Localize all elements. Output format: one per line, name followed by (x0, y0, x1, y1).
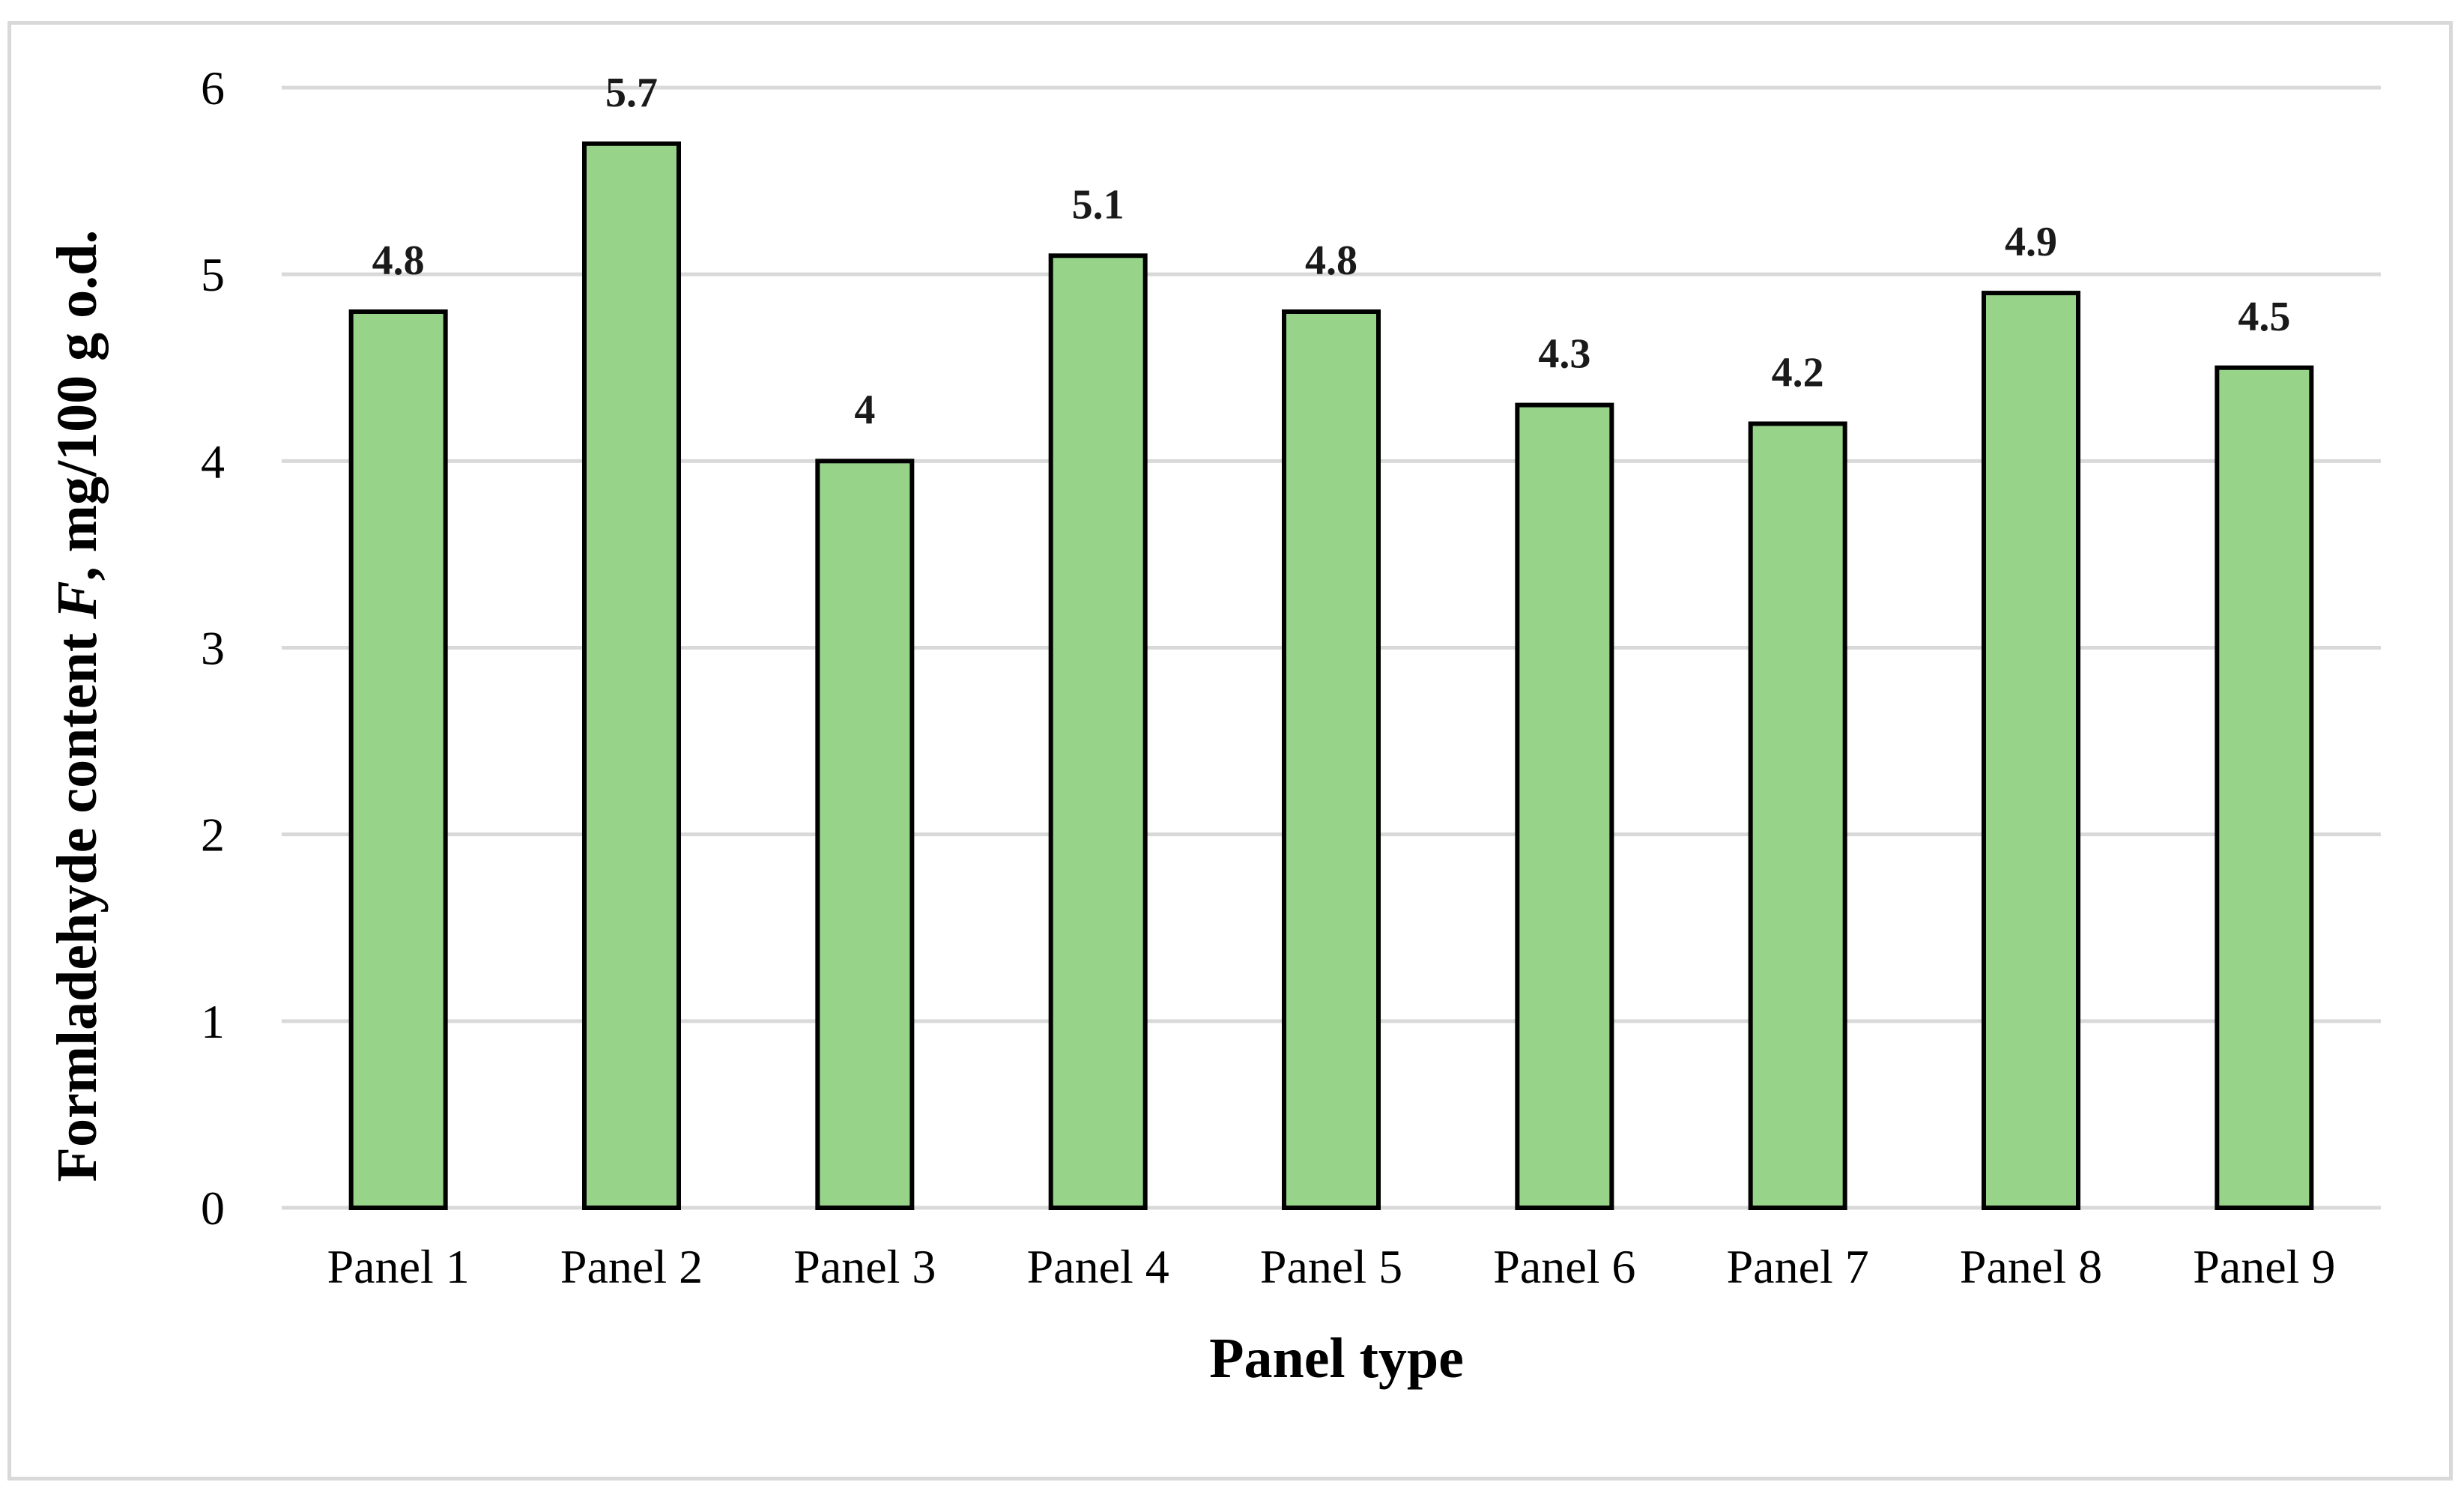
y-tick-label: 6 (201, 61, 225, 115)
data-label: 4.2 (1772, 350, 1824, 396)
data-label: 4.5 (2238, 294, 2290, 340)
y-axis-ticks: 0 1 2 3 4 5 6 (201, 61, 225, 1235)
x-tick-label: Panel 8 (1960, 1240, 2102, 1293)
y-tick-label: 3 (201, 622, 225, 675)
data-label: 4.8 (372, 238, 425, 284)
x-tick-label: Panel 5 (1260, 1240, 1402, 1293)
y-axis-title-part-1: Formladehyde content (46, 619, 109, 1182)
x-axis-ticks: Panel 1 Panel 2 Panel 3 Panel 4 Panel 5 Panel… (327, 1240, 2336, 1293)
bar-panel-9 (2215, 365, 2314, 1210)
data-label: 4.9 (2005, 219, 2057, 265)
data-labels: 4.8 5.7 4 5.1 4.8 4.3 4.2 4.9 4.5 (372, 70, 2291, 434)
x-axis-title: Panel type (1209, 1327, 1464, 1390)
x-tick-label: Panel 2 (560, 1240, 703, 1293)
bar-panel-3 (815, 459, 915, 1210)
bar-panel-7 (1748, 421, 1847, 1210)
x-tick-label: Panel 9 (2193, 1240, 2335, 1293)
data-label: 4.3 (1538, 331, 1590, 378)
y-tick-label: 2 (201, 808, 225, 862)
y-tick-label: 5 (201, 248, 225, 301)
bar-panel-6 (1515, 402, 1614, 1210)
y-axis-title-part-2: F (46, 581, 109, 620)
bar-panel-4 (1048, 253, 1148, 1210)
data-label: 4.8 (1305, 238, 1357, 284)
y-tick-label: 1 (201, 995, 225, 1048)
data-label: 5.7 (605, 70, 658, 116)
y-tick-label: 4 (201, 435, 225, 488)
x-tick-label: Panel 7 (1727, 1240, 1869, 1293)
x-tick-label: Panel 3 (793, 1240, 936, 1293)
y-axis-title: Formladehyde content F, mg/100 g o.d. (46, 230, 109, 1182)
y-axis-title-part-3: , mg/100 g o.d. (46, 230, 109, 581)
bars (348, 141, 2314, 1210)
data-label: 5.1 (1072, 181, 1124, 228)
bar-panel-1 (348, 309, 448, 1210)
x-tick-label: Panel 1 (327, 1240, 470, 1293)
y-tick-label: 0 (201, 1182, 225, 1235)
x-tick-label: Panel 4 (1027, 1240, 1169, 1293)
x-tick-label: Panel 6 (1493, 1240, 1635, 1293)
bar-panel-5 (1282, 309, 1381, 1210)
bar-panel-2 (582, 141, 681, 1210)
bar-panel-8 (1982, 291, 2080, 1210)
data-label: 4 (854, 387, 875, 433)
